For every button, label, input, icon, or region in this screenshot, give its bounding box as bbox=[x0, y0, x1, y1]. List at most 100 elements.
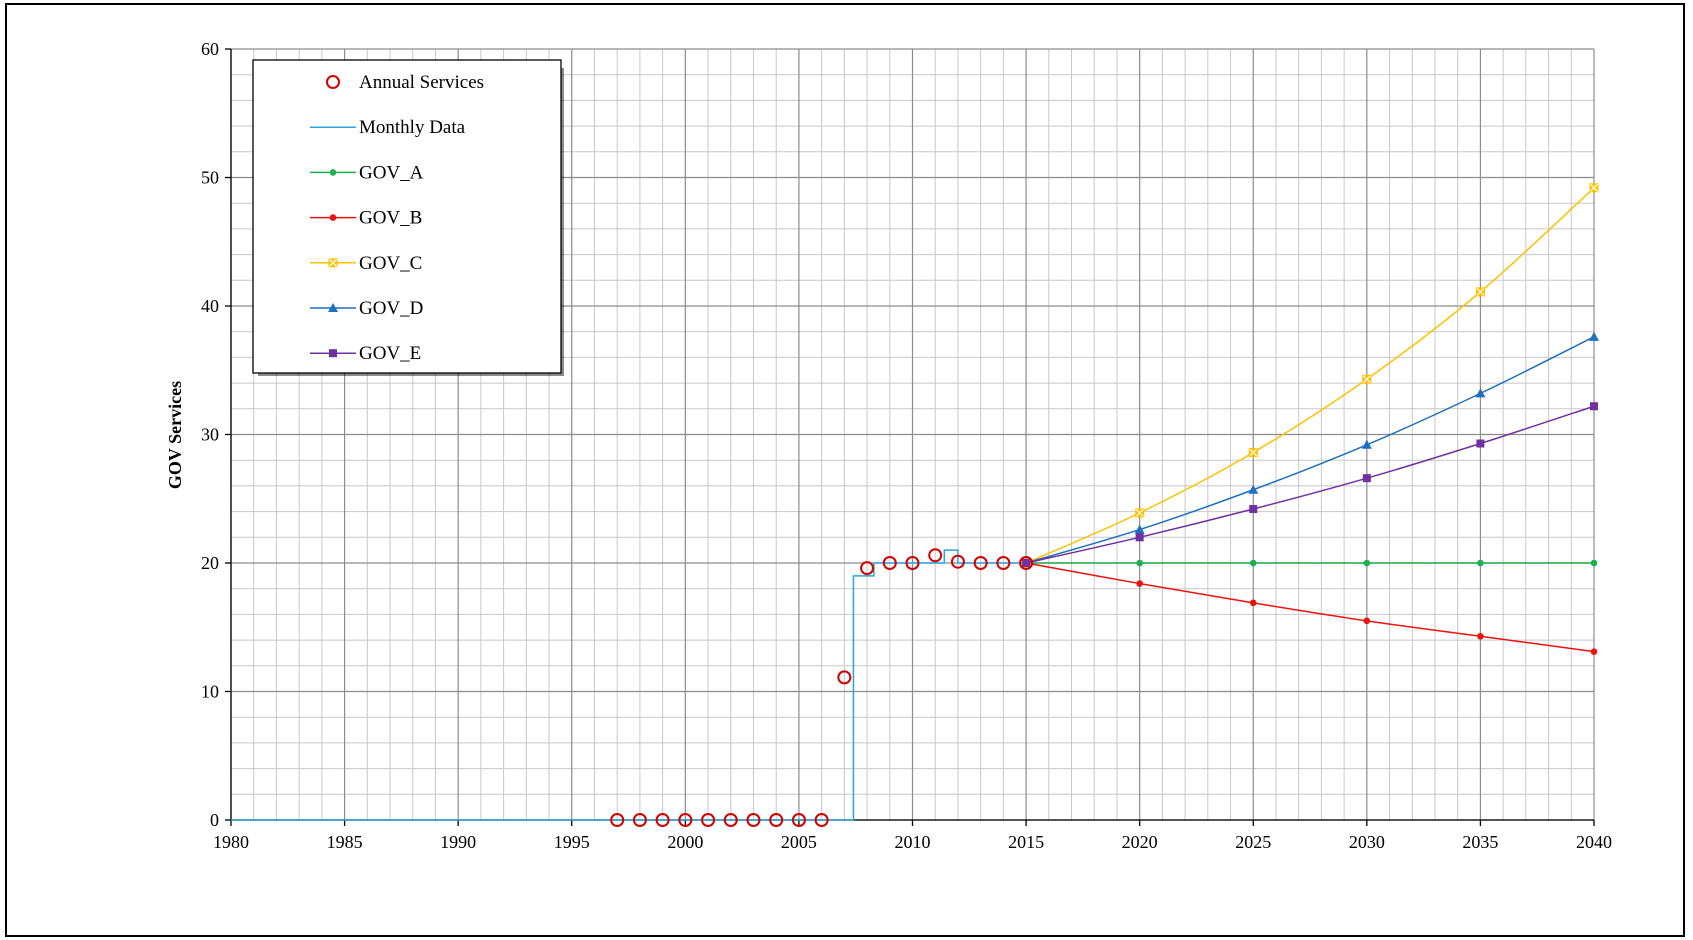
legend-label: GOV_E bbox=[359, 343, 421, 364]
data-point bbox=[1590, 402, 1598, 411]
data-point bbox=[1134, 524, 1145, 534]
data-point bbox=[882, 556, 897, 570]
data-point bbox=[950, 554, 965, 569]
series-line bbox=[1025, 562, 1595, 653]
legend-marker bbox=[329, 214, 337, 221]
legend-item: GOV_D bbox=[310, 298, 423, 319]
x-tick-label: 2035 bbox=[1462, 832, 1498, 852]
data-point bbox=[1136, 580, 1143, 587]
x-tick-label: 2015 bbox=[1008, 832, 1044, 852]
legend-label: GOV_B bbox=[359, 208, 422, 229]
x-tick-label: 2005 bbox=[781, 832, 817, 852]
data-point bbox=[1361, 439, 1372, 449]
marker-cross bbox=[1362, 375, 1371, 384]
series-line bbox=[1025, 405, 1595, 564]
series-gov-e bbox=[1022, 402, 1598, 567]
data-point bbox=[1475, 388, 1486, 398]
x-tick-label: 1980 bbox=[213, 832, 249, 852]
data-point bbox=[769, 813, 784, 827]
data-point bbox=[1476, 439, 1485, 448]
data-point bbox=[1249, 505, 1258, 514]
data-point bbox=[1248, 484, 1259, 494]
series-gov-c bbox=[1021, 183, 1599, 568]
x-tick-label: 1995 bbox=[554, 832, 590, 852]
x-tick-label: 2020 bbox=[1122, 832, 1158, 852]
legend-items: Annual Services Monthly Data GOV_A GOV_B GOV… bbox=[310, 72, 484, 364]
data-point bbox=[678, 813, 693, 827]
legend-marker bbox=[328, 258, 338, 268]
marker-cross bbox=[1476, 287, 1485, 296]
legend-label: GOV_D bbox=[359, 298, 423, 319]
marker-cross bbox=[1249, 448, 1258, 457]
y-tick-label: 30 bbox=[201, 425, 219, 445]
legend-item: GOV_A bbox=[310, 162, 424, 183]
legend-marker bbox=[329, 169, 337, 176]
legend-item: GOV_B bbox=[310, 208, 422, 229]
data-point bbox=[1477, 632, 1484, 640]
legend-box bbox=[252, 59, 562, 374]
legend-label: GOV_A bbox=[359, 162, 424, 183]
x-tick-label: 2030 bbox=[1349, 832, 1385, 852]
data-point bbox=[1475, 287, 1485, 297]
legend: Annual Services Monthly Data GOV_A GOV_B GOV… bbox=[252, 59, 564, 376]
legend-label: Monthly Data bbox=[359, 117, 466, 138]
y-tick-label: 50 bbox=[201, 168, 219, 188]
data-point bbox=[1589, 331, 1599, 341]
data-point bbox=[701, 813, 716, 827]
x-tick-label: 2000 bbox=[667, 832, 703, 852]
data-point bbox=[655, 813, 670, 827]
x-tick-label: 1985 bbox=[327, 832, 363, 852]
data-point bbox=[1363, 559, 1371, 567]
legend-marker bbox=[329, 349, 337, 358]
x-tick-label: 2025 bbox=[1235, 832, 1271, 852]
series-gov-a bbox=[1022, 559, 1598, 567]
series-gov-d bbox=[1021, 331, 1599, 567]
series-line bbox=[1025, 187, 1595, 564]
x-tick-label: 2040 bbox=[1576, 832, 1612, 852]
legend-marker bbox=[326, 75, 340, 89]
legend-marker bbox=[328, 303, 338, 312]
data-point bbox=[1022, 559, 1031, 567]
legend-item: GOV_E bbox=[310, 343, 421, 364]
data-point bbox=[1136, 559, 1143, 567]
y-tick-label: 10 bbox=[201, 682, 219, 702]
legend-item: Annual Services bbox=[326, 72, 484, 93]
legend-label: Annual Services bbox=[359, 72, 484, 93]
data-point bbox=[1248, 447, 1258, 457]
data-point bbox=[1019, 556, 1034, 570]
series-annual-services bbox=[610, 548, 1034, 827]
data-point bbox=[1362, 374, 1372, 384]
y-tick-label: 40 bbox=[201, 296, 219, 316]
marker-cross bbox=[329, 258, 337, 267]
series-layer bbox=[231, 183, 1599, 827]
data-point bbox=[791, 813, 806, 827]
data-point bbox=[1590, 559, 1598, 567]
series-gov-b bbox=[1022, 559, 1598, 655]
y-tick-label: 20 bbox=[201, 553, 219, 573]
data-point bbox=[860, 561, 875, 576]
data-point bbox=[1590, 648, 1598, 655]
data-point bbox=[814, 813, 829, 827]
series-monthly-data bbox=[231, 549, 1027, 821]
data-point bbox=[1589, 183, 1599, 193]
data-point bbox=[1477, 559, 1484, 567]
x-tick-label: 2010 bbox=[895, 832, 931, 852]
data-point bbox=[928, 548, 943, 563]
data-point bbox=[905, 556, 920, 570]
marker-cross bbox=[1590, 183, 1598, 192]
y-tick-label: 0 bbox=[210, 810, 219, 830]
x-tick-label: 1990 bbox=[440, 832, 476, 852]
data-point bbox=[1249, 559, 1257, 567]
data-point bbox=[632, 813, 647, 827]
data-point bbox=[996, 556, 1011, 570]
series-line bbox=[1025, 336, 1595, 564]
data-point bbox=[837, 670, 852, 685]
series-line bbox=[231, 549, 1027, 821]
legend-item: GOV_C bbox=[310, 253, 422, 274]
marker-cross bbox=[1135, 508, 1144, 517]
y-tick-label: 60 bbox=[201, 39, 219, 59]
data-point bbox=[1363, 617, 1371, 625]
legend-label: GOV_C bbox=[359, 253, 422, 274]
